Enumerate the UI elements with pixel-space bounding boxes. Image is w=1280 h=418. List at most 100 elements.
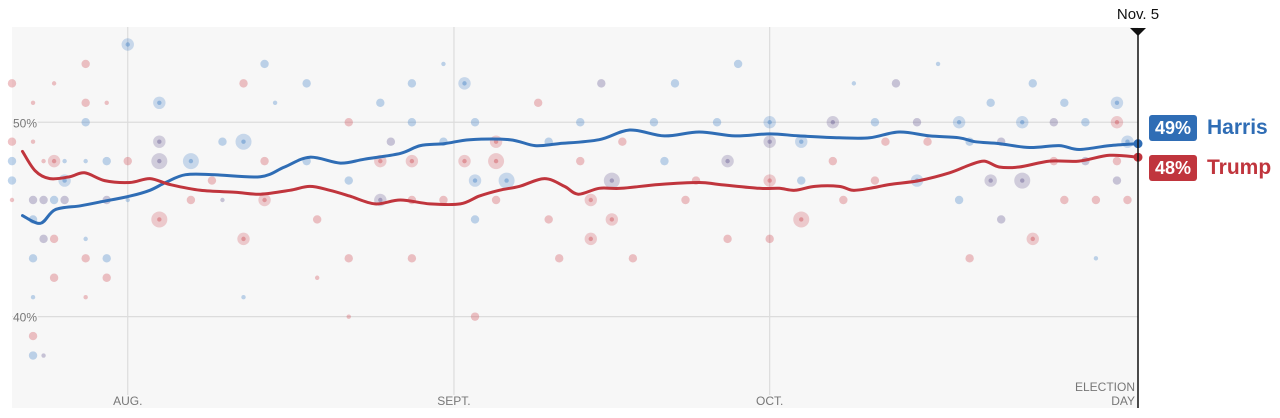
poll-dot bbox=[237, 232, 250, 246]
poll-dot bbox=[986, 98, 995, 108]
poll-dot bbox=[649, 118, 659, 127]
poll-dot bbox=[439, 195, 448, 205]
harris-pct-badge: 49% bbox=[1149, 115, 1198, 141]
poll-dot bbox=[733, 59, 743, 69]
poll-dot bbox=[996, 215, 1006, 224]
poll-dot bbox=[153, 96, 166, 110]
election-day-triangle-icon bbox=[1130, 28, 1146, 36]
poll-dot bbox=[870, 176, 880, 185]
poll-dot bbox=[605, 213, 619, 226]
poll-dot bbox=[468, 174, 482, 187]
poll-dot bbox=[405, 154, 419, 168]
poll-dot-core bbox=[157, 217, 162, 222]
poll-dot bbox=[83, 236, 88, 242]
poll-dot bbox=[7, 79, 17, 88]
poll-dot bbox=[881, 137, 890, 146]
poll-dot bbox=[312, 215, 322, 224]
poll-dot bbox=[407, 79, 417, 88]
poll-dot bbox=[344, 118, 353, 127]
poll-dot bbox=[1049, 118, 1059, 127]
poll-dot-core bbox=[1114, 100, 1120, 106]
poll-dot bbox=[81, 254, 90, 263]
poll-dot bbox=[470, 312, 480, 321]
poll-dot bbox=[954, 195, 964, 205]
poll-dot bbox=[49, 273, 59, 282]
poll-dot bbox=[584, 232, 597, 246]
poll-dot bbox=[1112, 176, 1122, 185]
poll-dot bbox=[533, 98, 543, 108]
poll-dot bbox=[241, 294, 246, 300]
x-tick-label: SEPT. bbox=[437, 394, 470, 408]
poll-dot bbox=[28, 195, 38, 205]
poll-dot bbox=[618, 137, 627, 146]
poll-dot-core bbox=[799, 217, 804, 222]
poll-dot bbox=[965, 254, 974, 263]
election-day-label-line1: ELECTION bbox=[1075, 380, 1135, 394]
poll-dot bbox=[470, 215, 480, 224]
poll-dot bbox=[597, 79, 606, 88]
poll-dot bbox=[793, 211, 810, 228]
poll-dot-core bbox=[588, 197, 593, 203]
poll-dot bbox=[344, 254, 353, 263]
poll-dot bbox=[670, 79, 680, 88]
poll-dot-core bbox=[956, 120, 962, 125]
poll-dot bbox=[458, 154, 471, 168]
poll-dot bbox=[441, 61, 446, 67]
poll-dot bbox=[7, 137, 17, 146]
poll-dot bbox=[1112, 156, 1122, 166]
x-tick-label: AUG. bbox=[113, 394, 142, 408]
poll-dot bbox=[1123, 195, 1132, 205]
poll-dot-core bbox=[1020, 178, 1025, 183]
y-tick-label: 40% bbox=[13, 311, 37, 325]
poll-dot bbox=[386, 137, 396, 146]
poll-dot-core bbox=[241, 236, 246, 242]
poll-dot bbox=[576, 118, 585, 127]
poll-dot-core bbox=[493, 158, 499, 164]
poll-dot-core bbox=[125, 42, 130, 47]
poll-dot-core bbox=[830, 120, 836, 125]
poll-dot bbox=[47, 154, 61, 168]
x-axis-labels: AUG. SEPT. OCT. bbox=[113, 394, 783, 408]
poll-dot-core bbox=[1114, 120, 1120, 125]
poll-dot bbox=[258, 193, 271, 207]
poll-dot bbox=[1081, 118, 1090, 127]
poll-dot bbox=[218, 137, 227, 146]
poll-dot bbox=[603, 172, 620, 189]
poll-dot bbox=[41, 353, 46, 358]
poll-dot bbox=[1028, 79, 1037, 88]
poll-dot bbox=[121, 38, 134, 51]
poll-dot bbox=[123, 156, 132, 166]
poll-dot bbox=[721, 154, 734, 168]
poll-dot-core bbox=[472, 178, 478, 183]
poll-dot-core bbox=[378, 197, 383, 203]
poll-dot bbox=[1016, 116, 1029, 129]
poll-dot bbox=[826, 116, 840, 129]
poll-dot bbox=[83, 158, 88, 164]
poll-dot bbox=[7, 156, 17, 166]
poll-dot bbox=[498, 172, 515, 189]
poll-dot bbox=[186, 195, 196, 205]
poll-dot bbox=[30, 100, 36, 106]
poll-dot bbox=[30, 294, 36, 300]
poll-dot bbox=[104, 100, 109, 106]
poll-dot bbox=[260, 59, 269, 69]
poll-dot bbox=[28, 254, 38, 263]
poll-dot-core bbox=[378, 158, 383, 164]
poll-dot-core bbox=[767, 139, 772, 144]
poll-dot bbox=[1093, 256, 1099, 261]
poll-dot bbox=[1091, 195, 1101, 205]
poll-dot bbox=[39, 234, 48, 244]
poll-dot bbox=[584, 193, 597, 207]
poll-dot-core bbox=[62, 178, 67, 183]
poll-dot bbox=[83, 294, 88, 300]
poll-dot bbox=[81, 59, 90, 69]
poll-dot bbox=[912, 118, 922, 127]
poll-dot bbox=[1026, 232, 1039, 246]
poll-dot bbox=[30, 139, 36, 144]
average-lines bbox=[21, 128, 1143, 225]
poll-dot bbox=[207, 176, 217, 185]
poll-dot bbox=[576, 156, 585, 166]
poll-dot bbox=[235, 133, 252, 150]
poll-dot bbox=[407, 118, 417, 127]
